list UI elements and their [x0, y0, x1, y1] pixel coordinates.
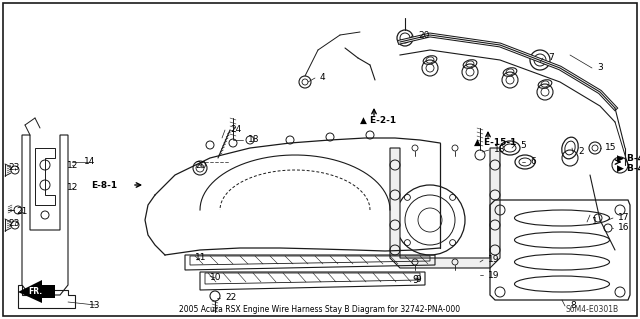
Text: 23: 23	[8, 219, 20, 227]
Text: 2: 2	[578, 147, 584, 157]
Polygon shape	[18, 280, 55, 303]
Text: 16: 16	[618, 224, 630, 233]
Text: ▲ E-2-1: ▲ E-2-1	[360, 115, 396, 124]
Text: E-8-1: E-8-1	[91, 181, 117, 189]
Text: 21: 21	[17, 207, 28, 217]
Text: 20: 20	[195, 160, 206, 169]
Text: 10: 10	[210, 273, 221, 283]
Text: ▶ B-4: ▶ B-4	[617, 153, 640, 162]
Text: 4: 4	[320, 73, 326, 83]
Text: ▶ B-4-1: ▶ B-4-1	[617, 164, 640, 173]
Text: 5: 5	[520, 140, 525, 150]
Text: 11: 11	[195, 254, 207, 263]
Text: 19: 19	[488, 271, 499, 279]
Text: 2005 Acura RSX Engine Wire Harness Stay B Diagram for 32742-PNA-000: 2005 Acura RSX Engine Wire Harness Stay …	[179, 306, 461, 315]
Text: 1: 1	[592, 218, 598, 226]
Text: 24: 24	[230, 125, 241, 135]
Text: 18: 18	[248, 136, 259, 145]
Polygon shape	[390, 148, 500, 268]
Text: 9: 9	[415, 276, 420, 285]
Text: 15: 15	[605, 144, 616, 152]
Text: 17: 17	[618, 213, 630, 222]
Text: 9: 9	[412, 275, 418, 285]
Text: 3: 3	[597, 63, 603, 72]
Text: S6M4-E0301B: S6M4-E0301B	[565, 306, 618, 315]
Text: 18: 18	[494, 145, 506, 154]
Text: 12: 12	[67, 183, 78, 192]
Text: ▲ E-15-1: ▲ E-15-1	[474, 137, 516, 146]
Text: 22: 22	[225, 293, 236, 302]
Text: 12: 12	[67, 160, 78, 169]
Text: 7: 7	[548, 54, 554, 63]
Text: 23: 23	[8, 164, 20, 173]
Text: FR.: FR.	[28, 286, 42, 295]
Text: 6: 6	[530, 158, 536, 167]
Text: 19: 19	[488, 256, 499, 264]
Text: 14: 14	[84, 158, 95, 167]
Text: 20: 20	[418, 31, 429, 40]
Text: 8: 8	[570, 301, 576, 310]
Text: 13: 13	[88, 300, 100, 309]
